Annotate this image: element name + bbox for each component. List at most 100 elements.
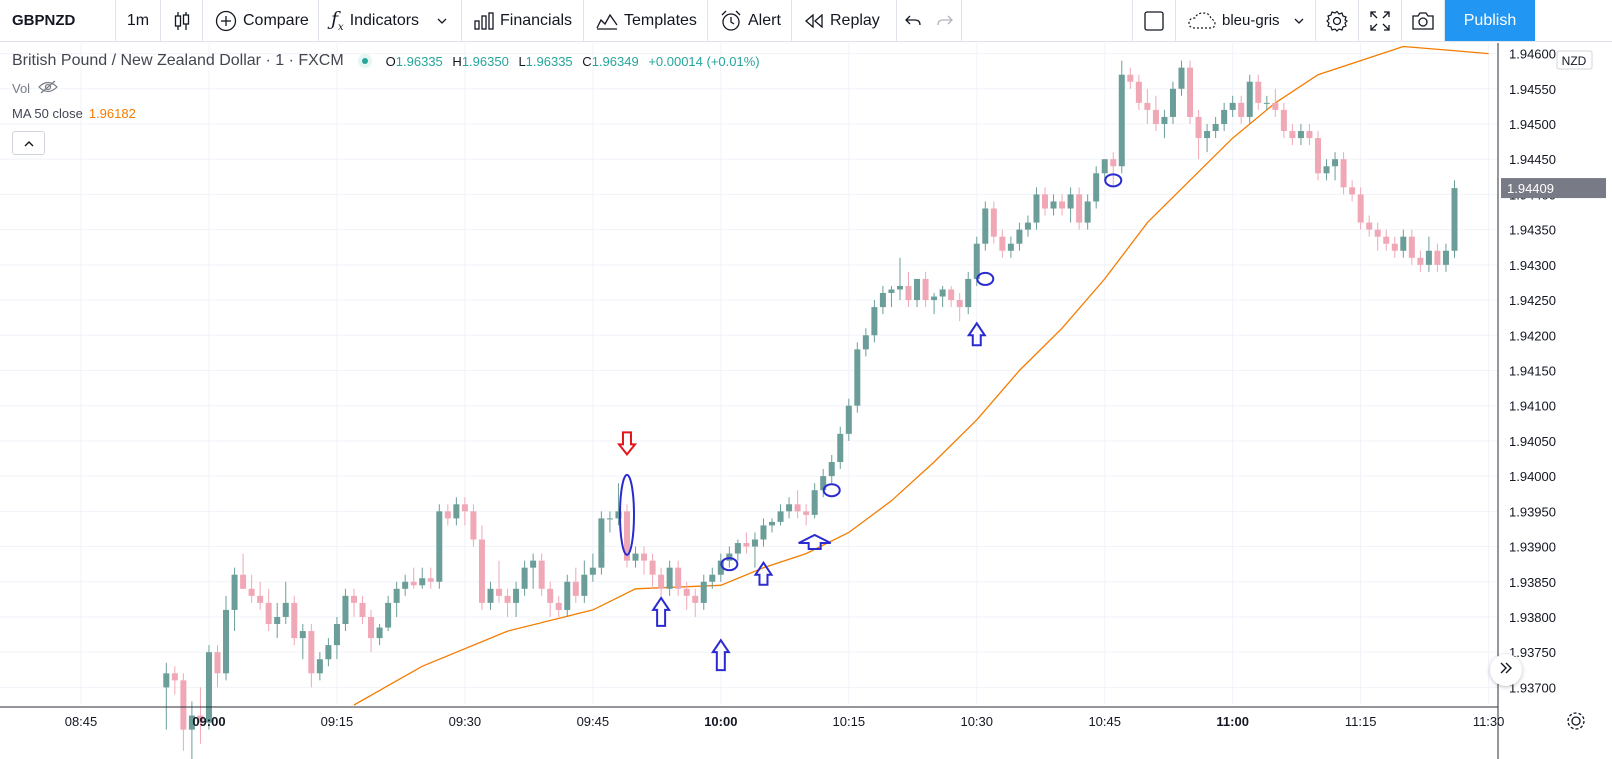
- candle[interactable]: [240, 553, 247, 589]
- candle[interactable]: [751, 532, 758, 568]
- candle[interactable]: [1383, 229, 1390, 251]
- candle[interactable]: [521, 560, 528, 596]
- candle[interactable]: [837, 426, 844, 470]
- ma-legend[interactable]: MA 50 close 1.96182: [12, 106, 136, 121]
- candle[interactable]: [760, 518, 767, 547]
- candle[interactable]: [717, 553, 724, 582]
- price-chart[interactable]: 1.946001.945501.945001.944501.944001.943…: [0, 43, 1612, 759]
- candle[interactable]: [1024, 215, 1031, 237]
- candle[interactable]: [1084, 194, 1091, 230]
- candle[interactable]: [1229, 95, 1236, 117]
- candle[interactable]: [1059, 194, 1066, 216]
- candle[interactable]: [1050, 194, 1057, 216]
- candle[interactable]: [171, 666, 178, 695]
- candle[interactable]: [342, 588, 349, 632]
- candle[interactable]: [896, 257, 903, 301]
- currency-badge[interactable]: [1556, 50, 1593, 70]
- candle[interactable]: [734, 539, 741, 561]
- candle[interactable]: [547, 581, 554, 617]
- candle[interactable]: [1161, 109, 1168, 139]
- candle[interactable]: [478, 525, 485, 610]
- candle[interactable]: [649, 553, 656, 589]
- candle[interactable]: [274, 602, 281, 639]
- highlight-ellipse[interactable]: [822, 483, 841, 498]
- candle[interactable]: [845, 398, 852, 441]
- candle[interactable]: [743, 532, 750, 554]
- candle[interactable]: [589, 553, 596, 582]
- arrow-up-marker[interactable]: [753, 560, 774, 586]
- candle[interactable]: [666, 560, 673, 596]
- highlight-ellipse[interactable]: [1104, 173, 1123, 188]
- snapshot-button[interactable]: [1402, 0, 1445, 41]
- candle[interactable]: [1349, 180, 1356, 202]
- arrow-up-marker[interactable]: [798, 533, 832, 551]
- candle[interactable]: [1101, 159, 1108, 181]
- eye-hidden-icon[interactable]: [38, 80, 58, 97]
- highlight-ellipse[interactable]: [720, 557, 739, 572]
- candle[interactable]: [1246, 74, 1253, 124]
- redo-icon[interactable]: [936, 14, 954, 28]
- candle[interactable]: [1332, 152, 1339, 181]
- candle[interactable]: [316, 652, 323, 681]
- candle[interactable]: [1323, 159, 1330, 181]
- volume-legend[interactable]: Vol: [12, 80, 58, 97]
- candle[interactable]: [982, 201, 989, 251]
- candle[interactable]: [1357, 187, 1364, 230]
- arrow-up-marker[interactable]: [710, 638, 731, 672]
- candle[interactable]: [905, 271, 912, 308]
- candle[interactable]: [794, 490, 801, 519]
- candle[interactable]: [265, 588, 272, 632]
- candle[interactable]: [1093, 166, 1100, 209]
- layout-save-button[interactable]: bleu-gris: [1176, 0, 1316, 41]
- candle[interactable]: [1408, 229, 1415, 265]
- candle[interactable]: [606, 511, 613, 533]
- candle[interactable]: [1016, 222, 1023, 251]
- candle[interactable]: [282, 581, 289, 625]
- candle[interactable]: [1374, 222, 1381, 251]
- candle[interactable]: [419, 567, 426, 589]
- collapse-legend-button[interactable]: [12, 131, 45, 155]
- candle[interactable]: [675, 560, 682, 596]
- candle[interactable]: [538, 553, 545, 596]
- candle[interactable]: [1297, 123, 1304, 146]
- candle[interactable]: [359, 595, 366, 625]
- candle[interactable]: [1263, 95, 1270, 110]
- candle[interactable]: [350, 588, 357, 617]
- chart-type-button[interactable]: [161, 0, 203, 41]
- candle[interactable]: [1067, 187, 1074, 223]
- candle[interactable]: [632, 546, 639, 568]
- candle[interactable]: [291, 595, 298, 646]
- candle[interactable]: [1187, 60, 1194, 124]
- candle[interactable]: [376, 624, 383, 646]
- candle[interactable]: [709, 567, 716, 589]
- highlight-ellipse[interactable]: [618, 473, 635, 556]
- candle[interactable]: [410, 567, 417, 589]
- candle[interactable]: [999, 229, 1006, 258]
- candle[interactable]: [581, 560, 588, 603]
- candle[interactable]: [828, 454, 835, 484]
- candle[interactable]: [325, 638, 332, 667]
- candle[interactable]: [427, 567, 434, 589]
- time-axis[interactable]: [0, 707, 1498, 759]
- candle[interactable]: [1280, 102, 1287, 139]
- candle[interactable]: [555, 595, 562, 617]
- candle[interactable]: [700, 574, 707, 610]
- candle[interactable]: [299, 624, 306, 660]
- candle[interactable]: [1195, 109, 1202, 160]
- candle[interactable]: [223, 595, 230, 681]
- candle[interactable]: [1442, 243, 1449, 272]
- candle[interactable]: [1118, 60, 1125, 174]
- financials-button[interactable]: Financials: [462, 0, 584, 41]
- candle[interactable]: [623, 504, 630, 568]
- candle[interactable]: [1152, 95, 1159, 132]
- candle[interactable]: [188, 701, 195, 759]
- candle[interactable]: [888, 285, 895, 308]
- candle[interactable]: [1076, 187, 1083, 230]
- interval-button[interactable]: 1m: [116, 0, 161, 41]
- candle[interactable]: [1007, 236, 1014, 258]
- candle[interactable]: [803, 504, 810, 526]
- axis-settings-gear-icon[interactable]: [1567, 712, 1585, 730]
- alert-button[interactable]: Alert: [708, 0, 792, 41]
- candle[interactable]: [180, 673, 187, 751]
- select-layout-button[interactable]: [1132, 0, 1176, 41]
